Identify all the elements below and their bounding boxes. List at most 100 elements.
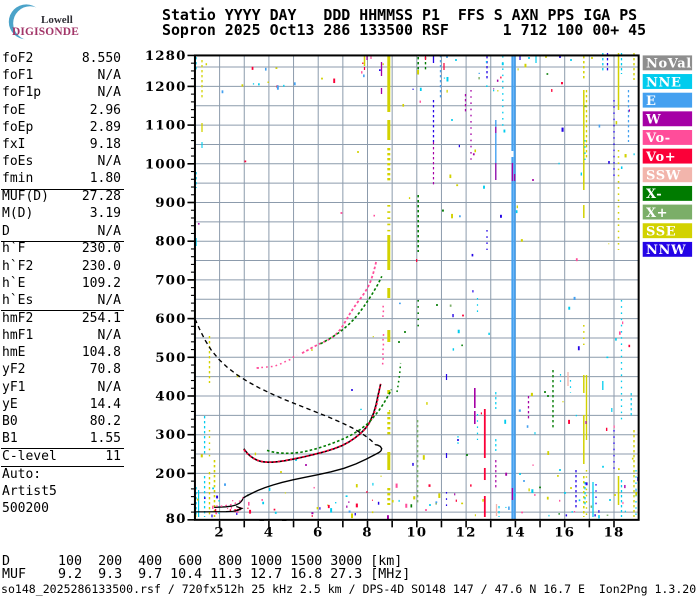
- parameter-value: 230.0: [81, 241, 121, 257]
- trace-X-mode-asymptote-dots: [396, 362, 402, 393]
- legend-label: SSE: [646, 224, 676, 239]
- y-tick-label-400: 400: [155, 389, 186, 405]
- legend-swatch: [642, 223, 693, 239]
- parameter-label: 500200: [2, 501, 49, 517]
- parameter-row-hme: hmE 104.8: [2, 346, 121, 360]
- parameter-label: h`F: [2, 241, 26, 257]
- legend-label: NNW: [646, 243, 686, 258]
- legend-label: E: [646, 94, 657, 109]
- legend-item-nne: NNE: [642, 74, 693, 90]
- parameter-value: 11: [105, 449, 121, 464]
- parameter-label: M(D): [2, 206, 34, 222]
- parameter-label: D: [2, 223, 10, 239]
- x-tick-label-8: 8: [362, 525, 372, 541]
- parameter-row-he: h`E 109.2: [2, 275, 121, 291]
- y-tick-label-500: 500: [155, 350, 186, 366]
- parameter-row-foes: foEs N/A: [2, 155, 121, 169]
- parameter-label: h`Es: [2, 293, 34, 308]
- legend-swatch: [642, 55, 693, 71]
- legend-item-x: X-: [642, 185, 693, 202]
- parameter-label: B0: [2, 414, 18, 429]
- parameter-label: yF2: [2, 362, 26, 378]
- x-tick-label-10: 10: [406, 525, 427, 541]
- trace-E-trace: [214, 497, 244, 509]
- x-tick-label-2: 2: [214, 525, 224, 541]
- station-header: Statio YYYY DAY DDD HHMMSS P1 FFS S AXN …: [162, 8, 646, 37]
- legend-label: W: [645, 113, 661, 128]
- legend-item-w: W: [642, 111, 693, 128]
- parameter-value: 1.80: [89, 171, 121, 187]
- parameter-value: 8.550: [81, 51, 121, 66]
- status-line: so148_2025286133500.rsf / 720fx512h 25 k…: [1, 581, 697, 596]
- parameter-label: h`F2: [2, 258, 34, 274]
- panel-divider: [1, 310, 124, 312]
- parameter-row-fof2: foF2 8.550: [2, 52, 121, 66]
- parameter-label: foF1p: [2, 85, 42, 101]
- digisonde-logo: Lowell DIGISONDE: [0, 0, 140, 46]
- parameter-row-hmf1: hmF1 N/A: [2, 329, 121, 343]
- parameter-row-hmf2: hmF2 254.1: [2, 310, 121, 326]
- y-tick-label-200: 200: [155, 466, 186, 482]
- legend-item-ssw: SSW: [642, 167, 693, 184]
- parameter-label: foF1: [2, 68, 34, 84]
- legend: NoVal NNE EW Vo- Vo+ SSW X- X+ SSE NNW: [642, 55, 693, 258]
- legend-label: Vo-: [645, 131, 671, 146]
- lowell-crescent-icon: [8, 4, 44, 41]
- trace-true-height-profile: [243, 450, 382, 499]
- parameter-row-yf2: yF2 70.8: [2, 363, 121, 377]
- parameter-row-fmin: fmin 1.80: [2, 172, 121, 186]
- parameter-label: hmE: [2, 345, 26, 361]
- parameter-row-yf1: yF1 N/A: [2, 379, 121, 395]
- plot-frame: [193, 54, 640, 521]
- trace-second-hop-F-green: [320, 275, 383, 345]
- panel-divider: [1, 240, 124, 242]
- logo-brand-bottom: DIGISONDE: [12, 25, 79, 38]
- parameter-row-hf: h`F 230.0: [2, 242, 121, 256]
- traces: [194, 211, 402, 521]
- legend-label: X+: [646, 206, 668, 221]
- parameter-row-d: D N/A: [2, 223, 121, 239]
- legend-swatch: [642, 92, 693, 108]
- trace-second-hop-F-pink: [301, 261, 378, 354]
- parameter-row-b0: B0 80.2: [2, 415, 121, 429]
- parameter-value: N/A: [97, 293, 121, 308]
- parameter-label: Artist5: [2, 484, 57, 499]
- legend-item-vo: Vo+: [642, 148, 693, 165]
- parameter-label: h`E: [2, 275, 26, 291]
- trace-profile-tip-hook: [375, 444, 383, 452]
- parameter-label: hmF2: [2, 310, 34, 326]
- parameter-row-foe: foE 2.96: [2, 102, 121, 118]
- trace-X-mode-trace: [266, 389, 393, 455]
- legend-item-nnw: NNW: [642, 241, 693, 258]
- x-tick-label-6: 6: [313, 525, 323, 541]
- panel-divider: [1, 188, 124, 190]
- legend-item-x: X+: [642, 204, 693, 221]
- rfi-stripes: [194, 53, 639, 519]
- parameter-value: 2.96: [89, 102, 121, 118]
- parameter-value: 230.0: [81, 258, 121, 274]
- parameter-value: 254.1: [81, 310, 121, 326]
- parameter-label: fmin: [2, 171, 34, 187]
- parameter-value: N/A: [97, 85, 121, 101]
- parameter-row-artist5: Artist5: [2, 485, 121, 499]
- parameter-value: 9.18: [89, 137, 121, 152]
- logo-brand-top: Lowell: [41, 14, 73, 26]
- parameter-label: Auto:: [2, 466, 42, 482]
- parameter-value: N/A: [97, 379, 121, 395]
- header-fields-line: Statio YYYY DAY DDD HHMMSS P1 FFS S AXN …: [162, 6, 638, 24]
- legend-label: NoVal: [646, 57, 692, 72]
- parameter-row-clevel: C-level 11: [2, 450, 121, 464]
- muf-row: MUF 9.2 9.3 9.7 10.4 11.3 12.7 16.8 27.3…: [2, 567, 411, 583]
- trace-E-trace-red-echoes: [215, 494, 245, 508]
- legend-label: X-: [646, 187, 662, 202]
- parameter-value: 1.55: [89, 431, 121, 447]
- parameter-value: 70.8: [89, 362, 121, 378]
- parameter-label: MUF(D): [2, 189, 49, 205]
- legend-swatch: [642, 204, 693, 220]
- legend-label: SSW: [646, 169, 681, 184]
- legend-item-sse: SSE: [642, 223, 693, 239]
- parameter-row-b1: B1 1.55: [2, 432, 121, 446]
- trace-second-hop-F-pink-lead-dots: [256, 354, 298, 369]
- trace-F2-trace-red-echoes: [243, 383, 382, 464]
